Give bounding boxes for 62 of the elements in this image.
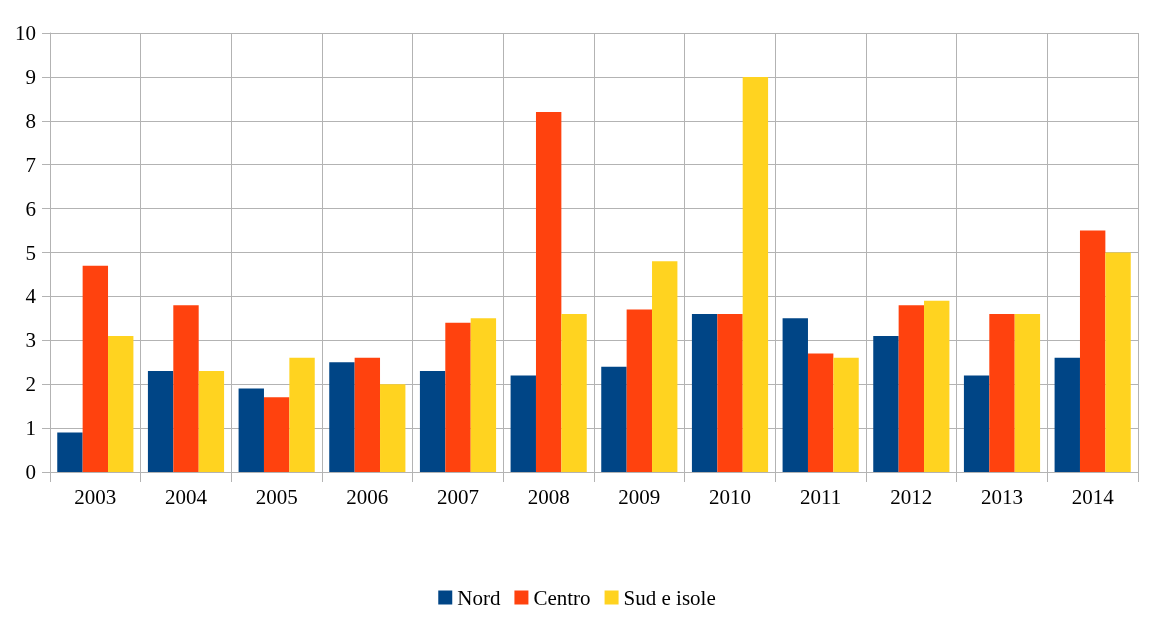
y-tick-label: 10: [15, 21, 36, 45]
x-tick-label: 2008: [527, 484, 570, 509]
y-tick-label: 6: [25, 196, 36, 221]
bar: [108, 335, 134, 472]
bar: [691, 313, 718, 472]
bar: [652, 261, 678, 472]
bar: [419, 371, 446, 472]
y-tick-label: 9: [25, 64, 36, 89]
bar: [833, 357, 859, 472]
bar: [1079, 230, 1106, 472]
y-tick-label: 4: [25, 284, 37, 309]
bar: [57, 432, 83, 472]
x-tick-label: 2013: [981, 484, 1023, 509]
bar: [924, 300, 950, 472]
bar: [561, 313, 587, 472]
y-tick-label: 8: [25, 108, 36, 133]
y-tick-label: 2: [25, 372, 36, 397]
legend-label: Nord: [457, 585, 501, 610]
bar: [238, 388, 264, 472]
bar: [510, 375, 536, 472]
bar: [289, 357, 315, 472]
bar: [873, 335, 899, 472]
bar: [963, 375, 990, 472]
bar: [782, 318, 808, 472]
y-tick-label: 1: [25, 416, 36, 441]
bar: [354, 357, 381, 472]
bar: [807, 353, 834, 472]
bar: [329, 362, 355, 472]
legend-label: Centro: [533, 585, 591, 610]
y-tick-label: 5: [25, 240, 36, 265]
bar: [147, 371, 174, 472]
bar: [263, 397, 290, 472]
x-tick-label: 2005: [255, 484, 298, 509]
bar: [626, 309, 653, 472]
bar: [198, 371, 225, 472]
bar: [535, 112, 562, 472]
bar: [380, 384, 406, 472]
y-tick-label: 7: [25, 152, 36, 177]
legend-label: Sud e isole: [623, 585, 716, 610]
bar: [82, 265, 109, 472]
bar: [1014, 313, 1041, 472]
x-tick-label: 2014: [1071, 484, 1115, 509]
x-tick-label: 2006: [346, 484, 389, 509]
y-tick-label: 3: [25, 328, 36, 353]
bar: [445, 322, 471, 472]
x-tick-label: 2007: [437, 484, 479, 509]
y-tick-label: 0: [25, 460, 36, 484]
bar: [601, 366, 627, 472]
x-tick-label: 2010: [709, 484, 751, 509]
bar: [173, 305, 199, 472]
bar: [742, 76, 769, 472]
x-tick-label: 2004: [165, 484, 208, 509]
bar: [1105, 252, 1131, 472]
bar: [470, 318, 497, 472]
x-tick-label: 2012: [890, 484, 933, 509]
x-tick-label: 2009: [618, 484, 661, 509]
bar: [898, 305, 925, 472]
bar: [1054, 357, 1080, 472]
bar: [717, 313, 743, 472]
bar: [989, 313, 1015, 472]
x-tick-label: 2011: [800, 484, 842, 509]
x-tick-label: 2003: [74, 484, 117, 509]
